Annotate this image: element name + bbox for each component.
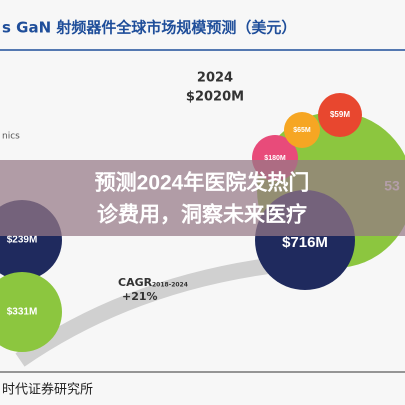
year: 2024 — [197, 71, 233, 86]
overlay-banner — [0, 160, 405, 236]
bubble — [318, 93, 362, 137]
bubble-label: $716M — [282, 234, 328, 251]
bubble — [0, 272, 62, 352]
bubble-label: $65M — [293, 127, 311, 134]
bubble-label: $180M — [264, 155, 286, 162]
header-title: s GaN 射频器件全球市场规模预测（美元） — [2, 19, 296, 37]
total: $2020M — [186, 90, 244, 105]
bubble-label: $239M — [7, 235, 38, 246]
legend-fragment: nics — [2, 132, 20, 142]
cagr-value: +21% — [122, 290, 158, 303]
bubble — [284, 112, 320, 148]
overlay-title: 诊费用，洞察未来医疗 — [97, 203, 307, 227]
cagr-label: CAGR — [118, 276, 153, 289]
bubble-label: $331M — [7, 307, 38, 318]
bubble-label: $59M — [330, 110, 350, 119]
footer-source: 时代证券研究所 — [2, 382, 93, 398]
cagr-range: 2018-2024 — [152, 282, 188, 289]
overlay-title: 预测2024年医院发热门 — [95, 171, 310, 195]
